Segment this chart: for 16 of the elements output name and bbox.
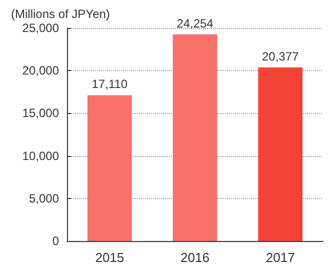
y-tick-label: 20,000 — [22, 64, 60, 78]
x-tick-label: 2016 — [180, 250, 210, 265]
bar — [172, 34, 218, 241]
y-tick-label: 5,000 — [28, 191, 60, 206]
y-axis-title: (Millions of JPYen) — [11, 7, 110, 21]
y-tick-label: 10,000 — [22, 148, 60, 163]
data-label: 24,254 — [176, 16, 214, 30]
y-tick-label: 0 — [52, 234, 60, 248]
data-label: 17,110 — [92, 77, 128, 92]
bar — [258, 67, 303, 241]
x-tick-label: 2015 — [95, 250, 124, 265]
data-label: 20,377 — [262, 49, 300, 64]
y-tick-label: 25,000 — [22, 21, 60, 35]
bar — [87, 95, 132, 241]
y-tick-label: 15,000 — [22, 106, 60, 120]
x-tick-label: 2017 — [266, 250, 295, 265]
